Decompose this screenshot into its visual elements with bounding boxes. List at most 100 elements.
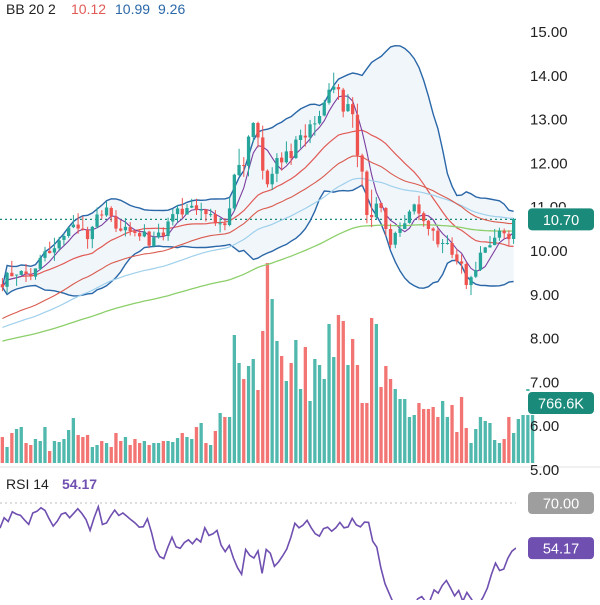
candle-body: [156, 232, 161, 238]
volume-bar: [10, 433, 14, 463]
candle-body: [355, 114, 360, 156]
rsi-ref-badge: 70.00: [543, 497, 579, 513]
y-tick-label: 6.00: [530, 418, 559, 435]
candle-body: [128, 227, 132, 232]
rsi-legend-label: RSI 14: [6, 476, 49, 492]
volume-bar: [398, 399, 402, 463]
candle-body: [469, 277, 473, 286]
candle-body: [19, 271, 23, 275]
volume-bar: [355, 365, 360, 463]
volume-bar: [218, 413, 222, 463]
candle-body: [52, 248, 57, 253]
volume-bar: [497, 443, 502, 463]
ma-60-line: [2, 177, 514, 329]
volume-bar: [138, 443, 142, 463]
candle-body: [237, 165, 241, 176]
volume-bar: [341, 321, 345, 463]
candle-body: [213, 214, 217, 224]
candle-body: [422, 213, 426, 222]
volume-bar: [24, 443, 28, 463]
volume-bar: [275, 341, 279, 463]
volume-bar: [90, 447, 94, 463]
ma-40-line: [2, 155, 514, 319]
candle-body: [436, 230, 440, 245]
candle-body: [119, 228, 123, 231]
volume-bar: [223, 417, 227, 463]
candle-body: [256, 123, 260, 138]
volume-bar: [308, 401, 312, 463]
candle-body: [327, 89, 331, 103]
volume-bar: [332, 357, 336, 463]
candle-body: [450, 243, 454, 255]
candle-body: [379, 203, 383, 208]
y-tick-label: 14.00: [530, 68, 568, 85]
candle-body: [360, 155, 364, 172]
volume-bar: [67, 430, 71, 463]
candle-body: [497, 230, 502, 238]
candle-body: [161, 232, 165, 236]
volume-bar: [512, 433, 516, 463]
volume-bar: [256, 390, 260, 463]
rsi-badge-bg: [528, 537, 594, 560]
volume-bar: [109, 447, 113, 463]
candle-body: [62, 236, 66, 240]
volume-bar: [261, 331, 265, 463]
volume-bar: [29, 445, 33, 463]
volume-bar: [336, 315, 341, 463]
volume-bar: [327, 324, 331, 463]
volume-bar: [204, 443, 208, 463]
volume-bar: [185, 437, 189, 463]
volume-bar: [436, 417, 440, 463]
volume-bar: [5, 447, 9, 463]
volume-bar: [190, 439, 194, 463]
rsi-legend-value: 54.17: [62, 476, 97, 492]
volume-bar: [455, 432, 459, 463]
volume-bar: [374, 324, 378, 463]
volume-bar: [71, 418, 75, 463]
candle-body: [38, 257, 42, 269]
candle-body: [0, 284, 4, 288]
candle-body: [455, 254, 459, 262]
candle-body: [185, 208, 189, 215]
candle-body: [412, 204, 416, 212]
rsi-ref-badge-bg: [528, 492, 594, 514]
volume-bar: [280, 356, 284, 463]
volume-bar: [483, 421, 487, 463]
volume-bar: [123, 437, 128, 463]
volume-bar: [526, 389, 530, 463]
volume-bar: [199, 423, 203, 463]
volume-bar: [147, 445, 151, 463]
volume-bar: [246, 366, 251, 463]
bb-legend-lower: 9.26: [158, 1, 185, 17]
volume-bar: [365, 403, 369, 463]
candle-body: [294, 139, 298, 158]
candle-body: [123, 226, 128, 231]
candle-body: [431, 228, 435, 231]
volume-bar: [426, 409, 431, 463]
candle-body: [493, 237, 497, 246]
candle-body: [417, 204, 421, 214]
volume-bar: [133, 439, 137, 463]
candle-body: [313, 123, 317, 125]
volume-bar: [488, 423, 492, 463]
candle-body: [502, 230, 506, 234]
candle-body: [152, 237, 156, 247]
candle-body: [114, 216, 118, 229]
y-tick-label: 12.00: [530, 155, 568, 172]
volume-bar: [114, 433, 118, 463]
bb-legend-upper: 10.99: [115, 1, 150, 17]
candle-body: [280, 157, 284, 163]
candle-body: [232, 174, 236, 209]
volume-bar: [156, 443, 161, 463]
volume-bar: [502, 439, 506, 463]
volume-bar: [81, 437, 85, 463]
bb-legend-label: BB 20 2: [6, 1, 56, 17]
volume-bar: [95, 445, 99, 463]
candle-body: [275, 158, 279, 174]
volume-bar: [270, 299, 274, 463]
candle-body: [175, 208, 180, 215]
volume-bar: [530, 405, 535, 463]
volume-bar: [52, 441, 57, 463]
